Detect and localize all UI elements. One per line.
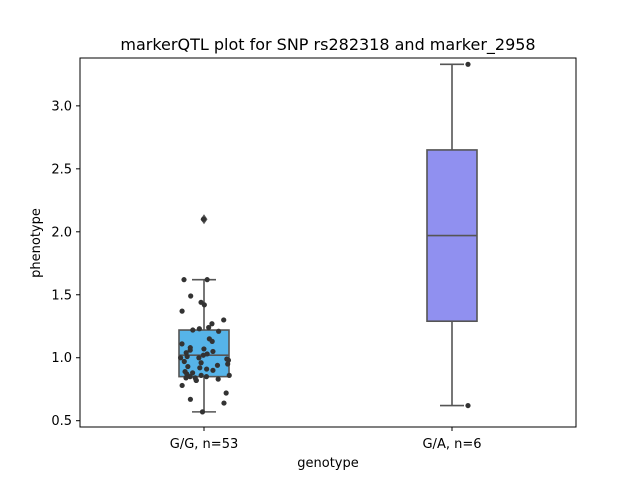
data-point (225, 361, 231, 367)
data-point (215, 376, 221, 382)
data-point (216, 328, 222, 334)
data-point (187, 396, 194, 402)
data-point (190, 327, 196, 333)
data-point (226, 372, 232, 378)
data-point (465, 61, 471, 67)
data-point (201, 302, 207, 308)
data-point (206, 324, 212, 331)
data-point (198, 372, 204, 378)
y-tick-label: 0.5 (51, 414, 72, 429)
data-point (187, 374, 193, 380)
y-tick-label: 3.0 (51, 99, 72, 114)
data-point (185, 363, 191, 370)
data-point (182, 368, 188, 375)
chart-title: markerQTL plot for SNP rs282318 and mark… (120, 35, 535, 55)
data-point (200, 216, 207, 222)
data-point (196, 326, 202, 332)
data-point (179, 382, 185, 389)
data-point (210, 367, 216, 373)
data-point (203, 374, 210, 380)
data-point (210, 348, 216, 355)
data-point (198, 360, 204, 366)
y-tick-label: 2.0 (51, 225, 72, 240)
data-point (179, 341, 185, 347)
data-point (187, 345, 193, 351)
data-point (201, 346, 207, 352)
x-tick-label: G/G, n=53 (170, 437, 238, 452)
data-point (179, 308, 185, 314)
data-point (184, 353, 190, 360)
data-point (181, 277, 187, 283)
data-point (197, 365, 203, 371)
data-point (223, 390, 229, 396)
data-point (214, 362, 221, 368)
data-point (206, 336, 212, 342)
data-point (188, 293, 194, 299)
data-point (183, 375, 189, 381)
y-tick-label: 2.5 (51, 162, 72, 177)
x-axis: G/G, n=53 G/A, n=6 (170, 427, 482, 452)
data-point (221, 400, 227, 406)
data-point (200, 352, 206, 358)
data-point (199, 409, 206, 415)
plot-area-frame (79, 57, 577, 428)
data-point (221, 317, 227, 323)
data-point (204, 366, 210, 372)
data-point (196, 355, 202, 361)
x-tick-label: G/A, n=6 (422, 437, 481, 452)
y-tick-label: 1.5 (51, 288, 72, 303)
data-point (465, 402, 471, 409)
data-point (209, 321, 215, 327)
data-point (204, 277, 210, 283)
x-axis-title: genotype (297, 456, 358, 471)
data-point (190, 370, 196, 376)
y-axis: 0.5 1.0 1.5 2.0 2.5 3.0 (51, 99, 80, 429)
y-axis-title: phenotype (29, 208, 44, 278)
y-tick-label: 1.0 (51, 351, 72, 366)
data-point (181, 358, 187, 365)
data-point (193, 377, 199, 384)
data-point (178, 355, 184, 361)
